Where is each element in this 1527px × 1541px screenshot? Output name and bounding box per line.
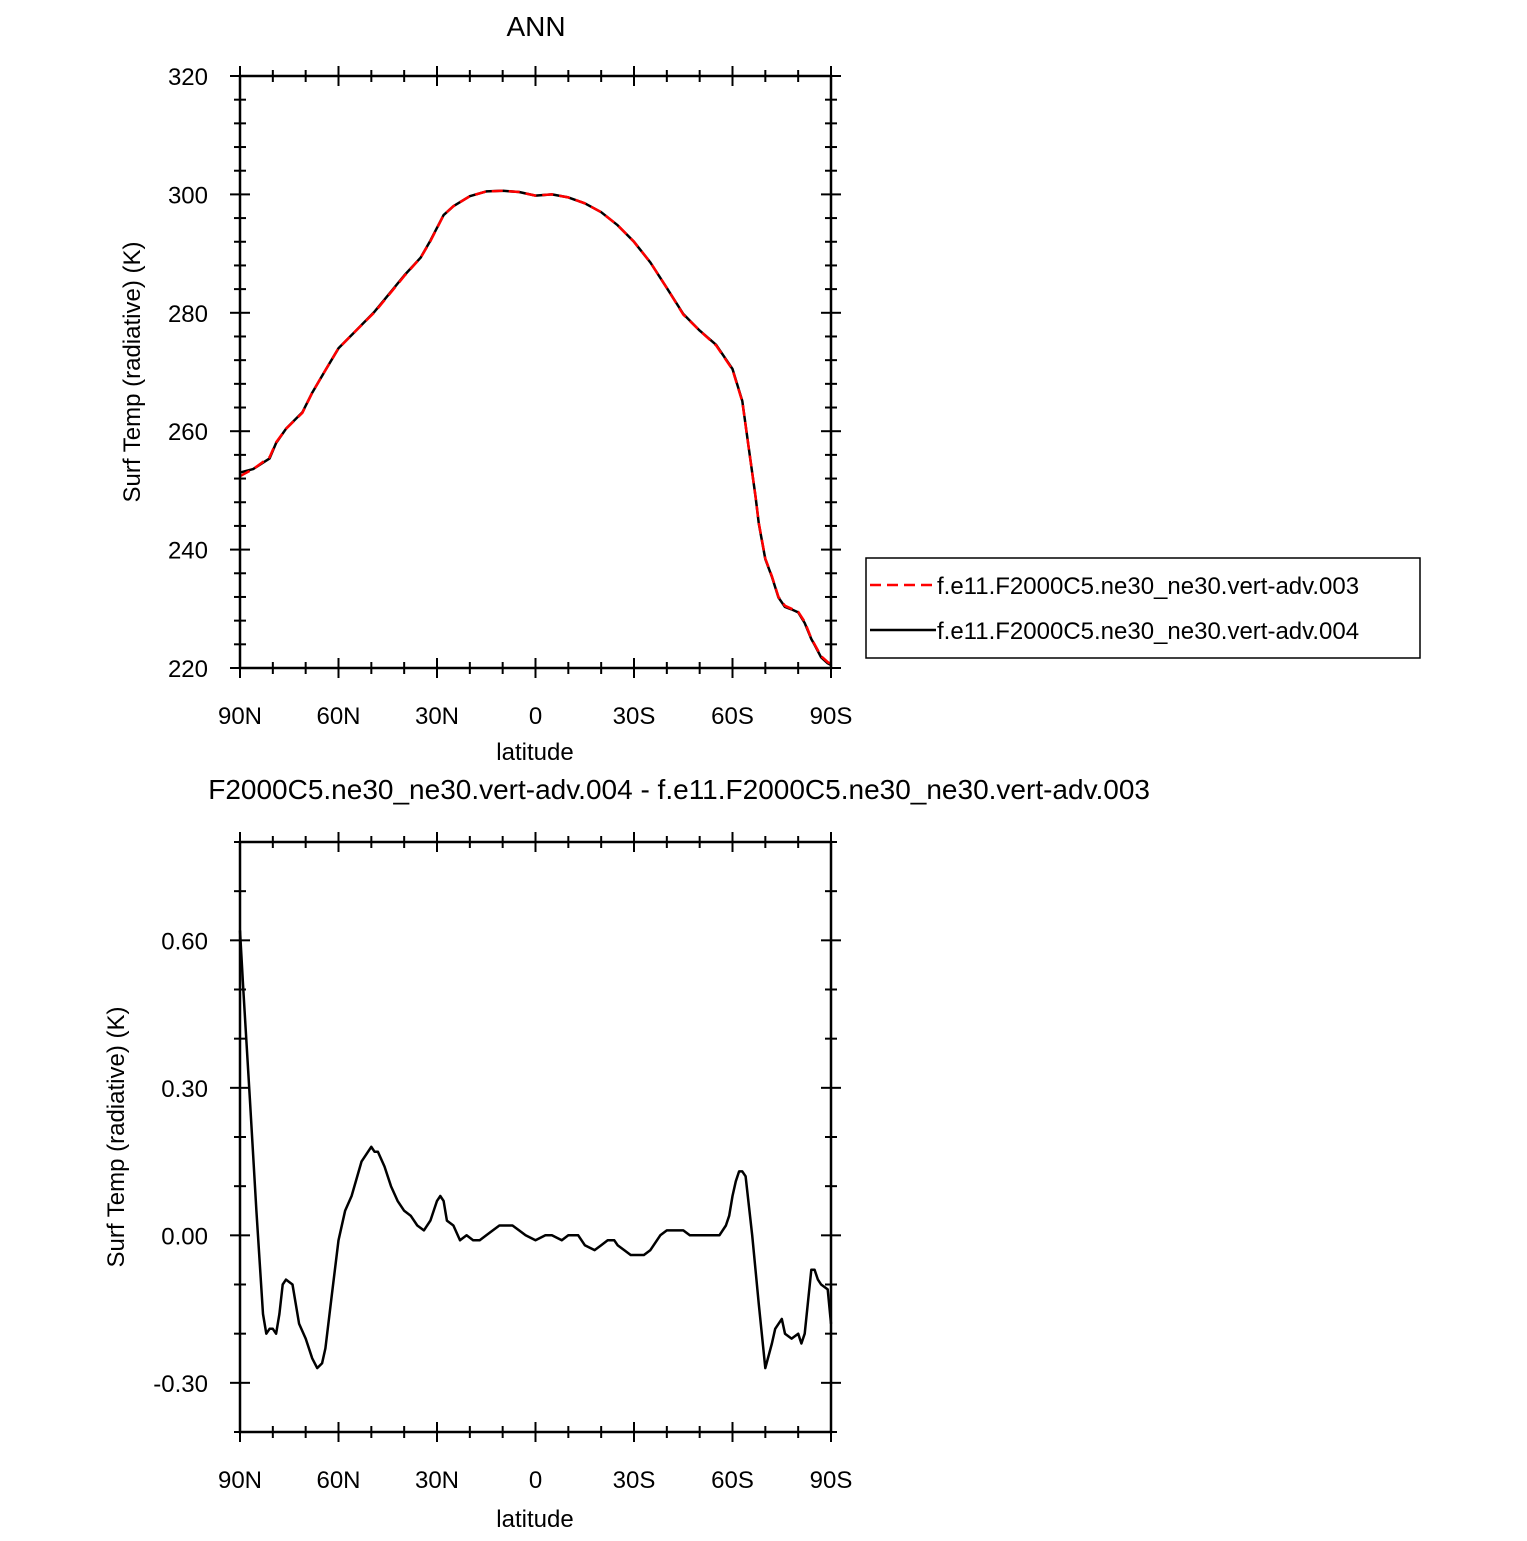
top-panel-x-tick-label: 60S: [711, 703, 754, 730]
top-panel-y-tick-label: 240: [168, 538, 208, 565]
bottom-panel-x-tick-label: 60N: [316, 1467, 360, 1494]
bottom-panel-x-tick-label: 90N: [218, 1467, 262, 1494]
bottom-panel: F2000C5.ne30_ne30.vert-adv.004 - f.e11.F…: [103, 774, 1150, 1533]
bottom-panel-series: [238, 930, 833, 1370]
top-panel-y-tick-label: 300: [168, 182, 208, 209]
bottom-panel-y-tick-label: 0.30: [161, 1076, 208, 1103]
top-panel-frame: [238, 74, 833, 670]
bottom-panel-x-tick-label: 90S: [810, 1467, 853, 1494]
top-panel-x-tick-label: 0: [529, 703, 542, 730]
top-panel-x-tick-label: 90N: [218, 703, 262, 730]
top-panel-ylabel: Surf Temp (radiative) (K): [119, 242, 146, 503]
bottom-panel-xlabel: latitude: [496, 1506, 573, 1533]
bottom-panel-x-tick-label: 30S: [613, 1467, 656, 1494]
legend-label-series-003: f.e11.F2000C5.ne30_ne30.vert-adv.003: [937, 573, 1359, 600]
top-panel-xlabel: latitude: [496, 739, 573, 766]
top-panel-y-tick-label: 260: [168, 419, 208, 446]
bottom-panel-ticks: [230, 832, 841, 1442]
top-panel-series-line-1: [239, 189, 832, 667]
top-panel-y-tick-label: 220: [168, 656, 208, 683]
top-panel-x-tick-label: 60N: [316, 703, 360, 730]
top-panel-x-tick-label: 30N: [415, 703, 459, 730]
bottom-panel-y-tick-label: 0.00: [161, 1223, 208, 1250]
top-panel-ticks: [230, 66, 841, 678]
bottom-panel-series-line-0: [238, 930, 833, 1370]
legend: f.e11.F2000C5.ne30_ne30.vert-adv.003 f.e…: [865, 557, 1421, 659]
bottom-panel-tick-labels: 90N 60N 30N 0 30S 60S 90S -0.30 0.00 0.30 0.60: [153, 928, 852, 1494]
bottom-panel-x-tick-label: 30N: [415, 1467, 459, 1494]
bottom-panel-title: F2000C5.ne30_ne30.vert-adv.004 - f.e11.F…: [208, 774, 1150, 805]
bottom-panel-ylabel: Surf Temp (radiative) (K): [103, 1007, 130, 1268]
top-panel-title: ANN: [506, 11, 565, 42]
legend-box: [865, 557, 1421, 659]
top-panel: ANN Surf Temp (radiative) (K) latitude 9…: [119, 11, 852, 766]
top-panel-tick-labels: 90N 60N 30N 0 30S 60S 90S 220 240 260 280 300 320: [168, 64, 852, 730]
top-panel-y-tick-label: 320: [168, 64, 208, 91]
bottom-panel-frame: [238, 840, 833, 1434]
bottom-panel-x-tick-label: 60S: [711, 1467, 754, 1494]
top-panel-x-tick-label: 30S: [613, 703, 656, 730]
bottom-panel-x-tick-label: 0: [529, 1467, 542, 1494]
bottom-panel-y-tick-label: 0.60: [161, 928, 208, 955]
bottom-panel-y-tick-label: -0.30: [153, 1371, 208, 1398]
top-panel-series-line-0: [239, 189, 832, 665]
legend-label-series-004: f.e11.F2000C5.ne30_ne30.vert-adv.004: [937, 618, 1359, 645]
top-panel-series: [239, 189, 832, 667]
top-panel-y-tick-label: 280: [168, 301, 208, 328]
top-panel-x-tick-label: 90S: [810, 703, 853, 730]
